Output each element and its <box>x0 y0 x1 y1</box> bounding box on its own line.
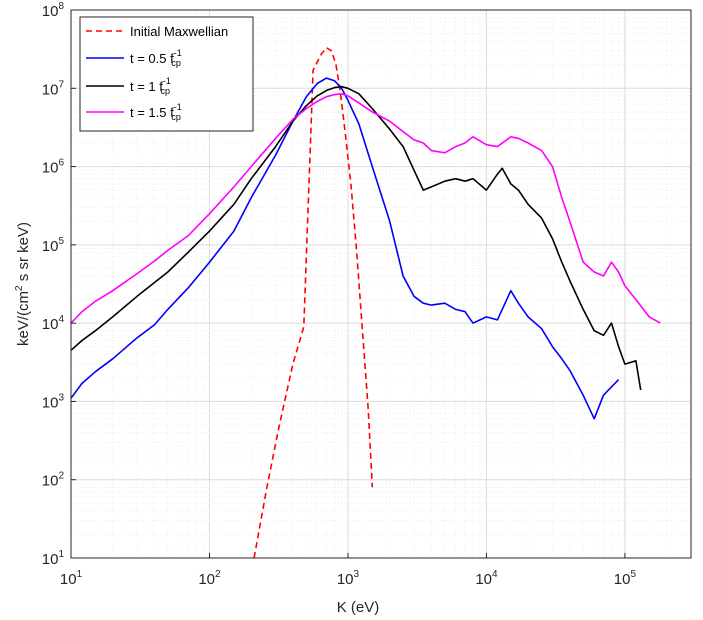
y-tick-base: 10 <box>42 394 59 411</box>
legend-label-main: Initial Maxwellian <box>130 24 228 39</box>
legend-label-4: t = 1.5 f-1 cp <box>130 102 182 122</box>
x-tick-label: 103 <box>337 569 360 588</box>
y-axis-label-post: s sr keV) <box>15 222 32 285</box>
y-axis-label-sup: 2 <box>14 285 25 291</box>
x-tick-label: 102 <box>198 569 221 588</box>
x-tick-label: 104 <box>475 569 498 588</box>
legend-label-sub: cp <box>171 58 181 68</box>
series-line-3 <box>71 85 642 391</box>
y-tick-label: 101 <box>42 549 65 568</box>
y-tick-label: 108 <box>42 1 65 20</box>
legend-label-sup: -1 <box>174 102 182 112</box>
x-tick-base: 10 <box>198 571 215 588</box>
series-line-1 <box>253 46 374 558</box>
y-tick-label: 107 <box>42 79 65 98</box>
x-tick-exp: 3 <box>354 569 360 580</box>
y-tick-label: 103 <box>42 392 65 411</box>
grid <box>70 9 692 559</box>
y-tick-base: 10 <box>42 473 59 490</box>
y-tick-exp: 4 <box>58 314 64 325</box>
x-tick-exp: 4 <box>492 569 498 580</box>
legend-label-main: t = 0.5 f <box>130 51 174 66</box>
y-tick-base: 10 <box>42 81 59 98</box>
y-tick-base: 10 <box>42 551 59 568</box>
y-axis-label-pre: keV/(cm <box>15 291 32 346</box>
y-tick-exp: 2 <box>58 471 64 482</box>
legend-label-main: t = 1.5 f <box>130 105 174 120</box>
y-tick-label: 102 <box>42 471 65 490</box>
y-tick-exp: 6 <box>58 158 64 169</box>
x-tick-exp: 2 <box>215 569 221 580</box>
y-tick-base: 10 <box>42 316 59 333</box>
y-axis-label: keV/(cm2 s sr keV) <box>14 222 32 346</box>
x-tick-exp: 5 <box>630 569 636 580</box>
y-tick-exp: 1 <box>58 549 64 560</box>
x-tick-base: 10 <box>614 571 631 588</box>
legend-label-1: Initial Maxwellian <box>130 24 228 39</box>
x-tick-base: 10 <box>337 571 354 588</box>
series-line-4 <box>71 93 661 324</box>
legend-label-sup: -1 <box>174 48 182 58</box>
legend-label-2: t = 0.5 f-1 cp <box>130 48 182 68</box>
y-tick-label: 105 <box>42 236 65 255</box>
y-tick-base: 10 <box>42 3 59 20</box>
plot-frame <box>70 9 692 559</box>
legend-label-main: t = 1 f <box>130 79 163 94</box>
x-axis-label: K (eV) <box>337 599 380 616</box>
y-tick-base: 10 <box>42 238 59 255</box>
y-tick-exp: 3 <box>58 392 64 403</box>
x-tick-label: 101 <box>60 569 83 588</box>
legend-label-sub: cp <box>161 86 171 96</box>
y-tick-label: 104 <box>42 314 65 333</box>
legend-label-3: t = 1 f-1 cp <box>130 76 171 96</box>
legend-box <box>79 16 254 132</box>
x-axis-ticks: 101 102 103 104 105 <box>60 553 637 588</box>
x-tick-base: 10 <box>60 571 77 588</box>
legend-label-sub: cp <box>171 112 181 122</box>
x-tick-base: 10 <box>475 571 492 588</box>
y-tick-base: 10 <box>42 160 59 177</box>
y-tick-exp: 7 <box>58 79 64 90</box>
legend-label-sup: -1 <box>163 76 171 86</box>
x-tick-label: 105 <box>614 569 637 588</box>
series-layer <box>71 46 661 558</box>
y-tick-label: 106 <box>42 158 65 177</box>
y-tick-exp: 8 <box>58 1 64 12</box>
x-tick-exp: 1 <box>77 569 83 580</box>
series-line-2 <box>71 77 620 420</box>
y-tick-exp: 5 <box>58 236 64 247</box>
